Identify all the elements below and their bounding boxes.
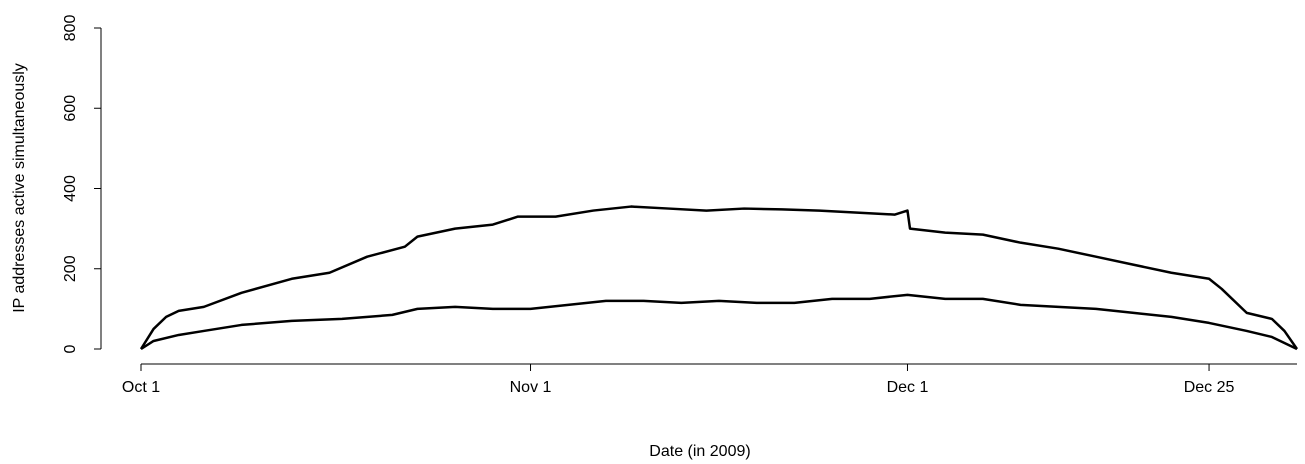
y-tick-label: 400	[62, 175, 79, 202]
series-line	[139, 205, 1299, 350]
x-tick-label: Nov 1	[510, 379, 552, 396]
x-tick-label: Oct 1	[122, 379, 160, 396]
y-tick-label: 0	[62, 344, 79, 353]
x-tick-label: Dec 25	[1184, 379, 1235, 396]
y-tick-label: 600	[62, 95, 79, 122]
y-tick-label: 800	[62, 15, 79, 42]
y-axis-label: IP addresses active simultaneously	[11, 63, 28, 313]
x-axis-label: Date (in 2009)	[649, 443, 750, 460]
y-tick-label: 200	[62, 255, 79, 282]
x-tick-label: Dec 1	[887, 379, 929, 396]
series-line	[140, 293, 1298, 351]
